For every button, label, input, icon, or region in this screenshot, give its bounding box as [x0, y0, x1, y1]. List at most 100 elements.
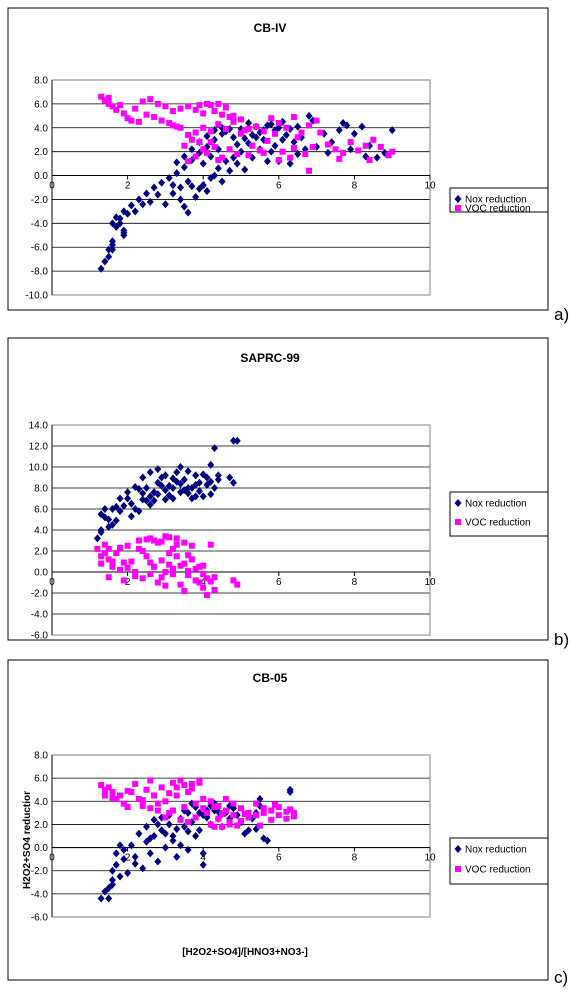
data-point-nox	[108, 219, 116, 228]
data-point-voc	[200, 110, 207, 117]
data-point-voc	[196, 563, 203, 570]
data-point-nox	[188, 145, 196, 154]
data-point-nox	[286, 788, 294, 797]
data-point-nox	[339, 119, 347, 127]
data-point-nox	[131, 207, 139, 216]
data-point-voc	[98, 782, 105, 789]
chart-frame	[7, 659, 549, 981]
data-point-nox	[112, 849, 120, 858]
data-point-voc	[230, 112, 237, 119]
data-point-voc	[219, 811, 226, 818]
data-point-nox	[143, 822, 150, 831]
data-point-nox	[143, 484, 150, 492]
data-point-nox	[139, 864, 147, 873]
data-point-nox	[233, 159, 241, 168]
data-point-nox	[105, 522, 113, 531]
y-tick-label: 6.0	[34, 99, 48, 110]
data-point-voc	[120, 110, 127, 117]
data-point-nox	[263, 836, 271, 845]
y-tick-label: -2.0	[31, 195, 49, 206]
data-point-nox	[116, 872, 124, 881]
data-point-voc	[154, 100, 161, 107]
x-tick-label: 4	[200, 853, 206, 864]
data-point-voc	[283, 808, 290, 815]
data-point-voc	[166, 809, 173, 816]
data-point-voc	[181, 782, 188, 789]
data-point-voc	[283, 815, 290, 822]
data-point-voc	[185, 789, 192, 796]
data-point-nox	[135, 485, 143, 494]
x-tick-label: 0	[49, 853, 55, 864]
data-point-voc	[196, 779, 203, 786]
data-point-voc	[203, 575, 210, 582]
data-point-voc	[154, 800, 161, 807]
data-point-voc	[105, 545, 112, 552]
data-point-nox	[154, 857, 162, 866]
data-point-voc	[192, 814, 199, 821]
data-point-voc	[207, 139, 214, 146]
data-point-voc	[98, 93, 105, 100]
data-point-voc	[181, 587, 188, 594]
data-point-voc	[166, 534, 173, 541]
data-point-nox	[165, 820, 173, 829]
data-point-voc	[200, 795, 207, 802]
y-tick-label: 0.0	[34, 843, 48, 854]
data-point-voc	[128, 558, 135, 565]
data-point-voc	[177, 777, 184, 784]
data-point-nox	[169, 189, 177, 198]
data-point-voc	[215, 121, 222, 128]
data-point-nox	[195, 487, 203, 496]
data-point-voc	[188, 542, 195, 549]
data-point-voc	[215, 815, 222, 822]
data-point-nox	[154, 820, 162, 829]
data-point-voc	[268, 807, 275, 814]
legend-label: Nox reduction	[465, 499, 527, 510]
data-point-voc	[185, 567, 192, 574]
data-point-voc	[290, 809, 297, 816]
data-point-voc	[188, 785, 195, 792]
y-tick-label: 0.0	[34, 171, 48, 182]
legend-label: VOC reduction	[465, 865, 531, 876]
data-point-voc	[188, 780, 195, 787]
data-point-voc	[113, 550, 120, 557]
data-point-voc	[158, 557, 165, 564]
data-point-nox	[120, 845, 128, 854]
data-point-voc	[120, 559, 127, 566]
data-point-voc	[101, 550, 108, 557]
data-point-nox	[97, 264, 105, 273]
data-point-voc	[173, 784, 180, 791]
data-point-voc	[139, 802, 146, 809]
data-point-voc	[253, 812, 260, 819]
legend-marker-nox	[454, 195, 462, 203]
x-tick-label: 6	[276, 577, 282, 588]
data-point-voc	[370, 136, 377, 143]
y-tick-label: -4.0	[31, 889, 49, 900]
data-point-voc	[169, 545, 176, 552]
legend-label: Nox reduction	[465, 195, 527, 206]
data-point-nox	[112, 516, 120, 525]
data-point-voc	[196, 139, 203, 146]
panel-label-b: b)	[554, 630, 570, 649]
data-point-nox	[139, 473, 147, 482]
data-point-voc	[245, 814, 252, 821]
data-point-nox	[108, 505, 116, 513]
data-point-nox	[241, 165, 249, 174]
y-tick-label: 14.0	[29, 421, 49, 432]
data-point-nox	[177, 183, 185, 192]
data-point-nox	[150, 488, 158, 497]
data-point-voc	[139, 575, 146, 582]
data-point-voc	[203, 592, 210, 599]
data-point-voc	[177, 562, 184, 569]
data-point-voc	[324, 141, 331, 148]
data-point-voc	[200, 805, 207, 812]
data-point-voc	[139, 548, 146, 554]
data-point-nox	[173, 169, 181, 178]
data-point-nox	[146, 834, 154, 843]
y-tick-label: 8.0	[34, 76, 48, 87]
data-point-nox	[139, 495, 147, 504]
data-point-voc	[222, 807, 229, 814]
data-point-voc	[173, 792, 180, 799]
y-tick-label: 8.0	[34, 751, 48, 762]
data-point-nox	[173, 158, 181, 167]
data-point-nox	[180, 475, 188, 484]
